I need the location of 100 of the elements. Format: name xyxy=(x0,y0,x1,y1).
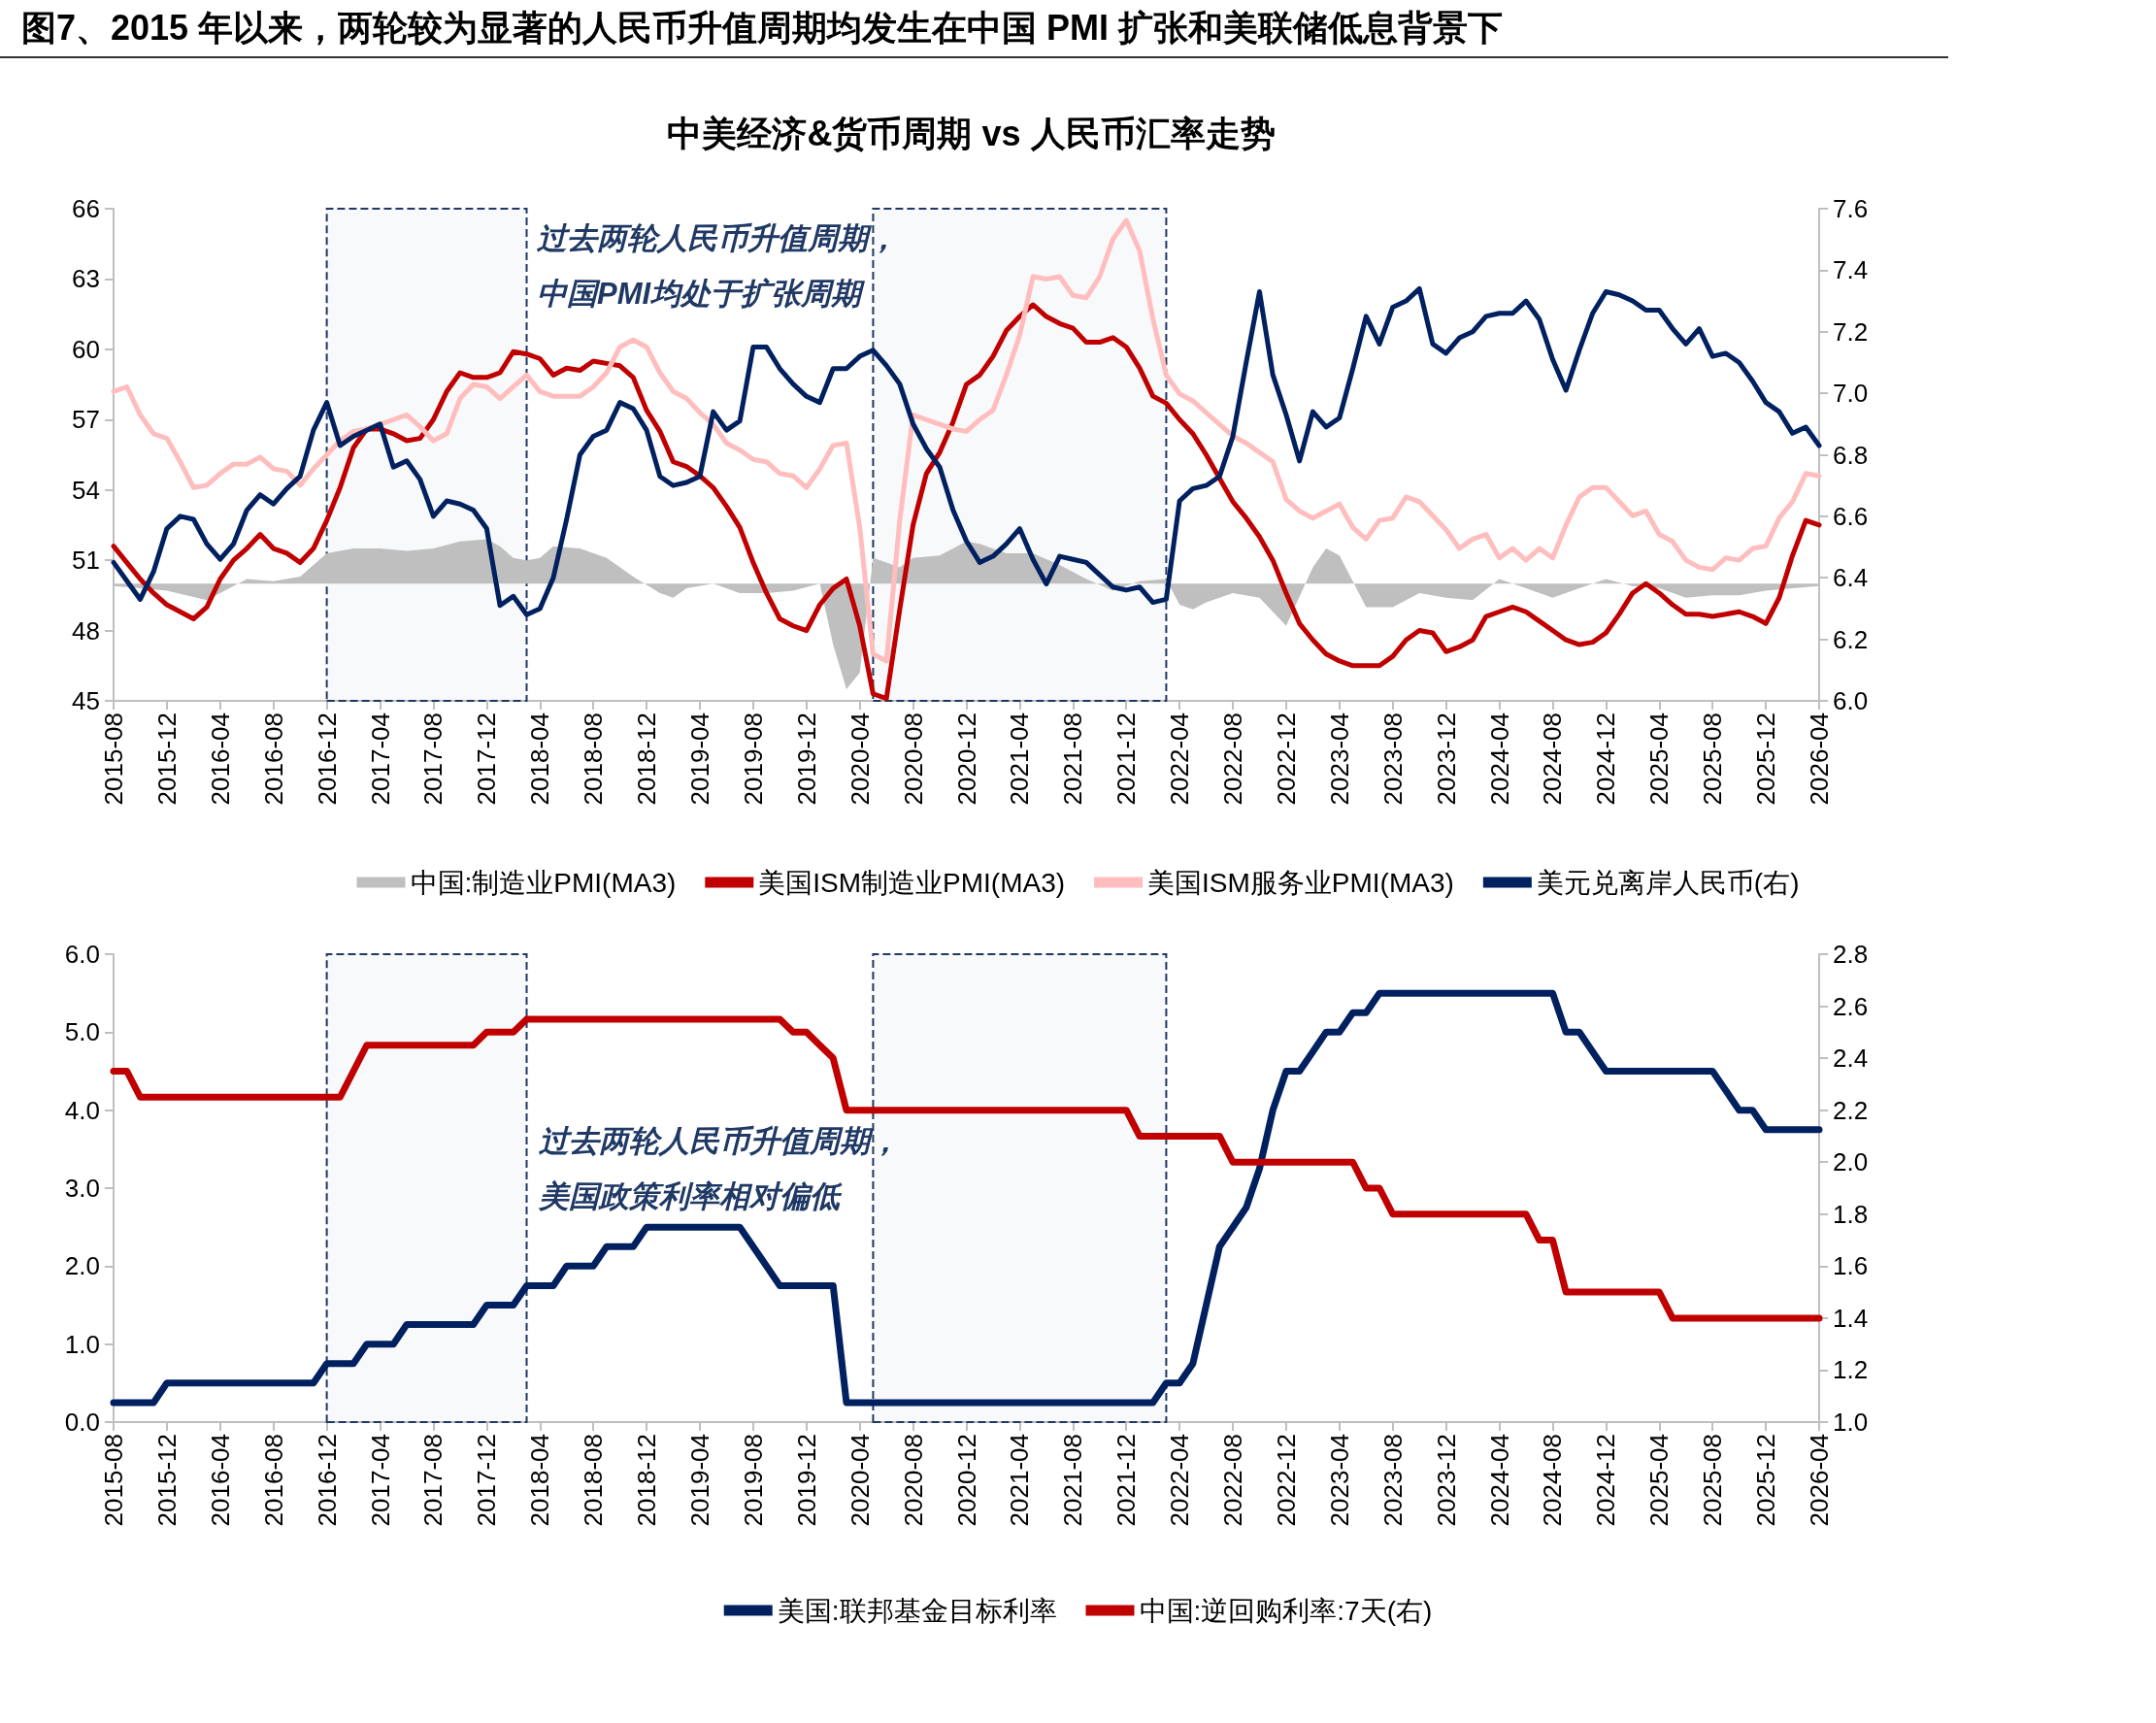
x-tick-label: 2018-04 xyxy=(525,1434,555,1527)
x-tick-label: 2025-08 xyxy=(1698,712,1728,806)
legend-label: 美国:联邦基金目标利率 xyxy=(777,1595,1057,1626)
x-tick-label: 2021-04 xyxy=(1005,1434,1035,1527)
x-tick-label: 2026-04 xyxy=(1805,712,1834,806)
x-tick-label: 2015-08 xyxy=(99,1434,128,1527)
y-tick-label: 3.0 xyxy=(64,1174,100,1203)
x-tick-label: 2020-08 xyxy=(898,1434,928,1527)
y2-tick-label: 7.6 xyxy=(1833,194,1869,223)
x-tick-label: 2024-08 xyxy=(1538,1434,1568,1527)
legend-label: 美国ISM制造业PMI(MA3) xyxy=(758,867,1066,898)
x-tick-label: 2017-04 xyxy=(365,712,395,806)
y2-tick-label: 6.4 xyxy=(1833,563,1869,593)
x-tick-label: 2019-04 xyxy=(684,1434,714,1527)
y2-tick-label: 2.8 xyxy=(1833,940,1869,969)
x-tick-label: 2023-08 xyxy=(1377,1434,1408,1527)
y2-tick-label: 6.6 xyxy=(1833,501,1869,531)
x-tick-label: 2017-08 xyxy=(418,1434,448,1527)
x-tick-label: 2018-08 xyxy=(579,712,609,806)
x-tick-label: 2021-04 xyxy=(1005,712,1035,806)
legend-label: 中国:逆回购利率:7天(右) xyxy=(1139,1595,1433,1626)
x-tick-label: 2016-04 xyxy=(205,712,235,806)
x-tick-label: 2015-12 xyxy=(151,712,182,806)
x-tick-label: 2019-12 xyxy=(791,712,821,806)
y-tick-label: 66 xyxy=(72,194,100,223)
y2-tick-label: 1.2 xyxy=(1833,1355,1869,1385)
x-tick-label: 2015-08 xyxy=(99,712,128,806)
x-tick-label: 2018-04 xyxy=(525,712,555,806)
annotation: 中国PMI均处于扩张周期 xyxy=(537,277,867,311)
annotation: 过去两轮人民币升值周期， xyxy=(536,221,898,255)
y2-tick-label: 2.0 xyxy=(1833,1147,1869,1177)
x-tick-label: 2020-04 xyxy=(845,712,875,806)
x-tick-label: 2018-12 xyxy=(632,712,662,806)
x-tick-label: 2022-08 xyxy=(1218,1434,1248,1527)
annotation: 美国政策利率相对偏低 xyxy=(538,1179,843,1213)
x-tick-label: 2016-08 xyxy=(258,1434,288,1527)
y2-tick-label: 2.4 xyxy=(1833,1044,1869,1074)
legend-label: 美国ISM服务业PMI(MA3) xyxy=(1147,867,1454,898)
x-tick-label: 2023-12 xyxy=(1431,712,1461,806)
y2-tick-label: 7.0 xyxy=(1833,379,1869,409)
y-tick-label: 0.0 xyxy=(64,1408,100,1437)
y-tick-label: 2.0 xyxy=(64,1251,100,1281)
x-tick-label: 2019-12 xyxy=(791,1434,821,1527)
x-tick-label: 2018-08 xyxy=(579,1434,609,1527)
x-tick-label: 2023-12 xyxy=(1431,1434,1461,1527)
y-tick-label: 6.0 xyxy=(64,940,100,969)
x-tick-label: 2020-12 xyxy=(951,712,981,806)
x-tick-label: 2017-08 xyxy=(418,712,448,806)
legend-label: 美元兑离岸人民币(右) xyxy=(1536,867,1800,898)
x-tick-label: 2022-04 xyxy=(1165,712,1195,806)
y-tick-label: 60 xyxy=(72,334,100,364)
y-tick-label: 4.0 xyxy=(64,1095,100,1125)
x-tick-label: 2022-12 xyxy=(1271,712,1301,806)
x-tick-label: 2015-12 xyxy=(151,1434,182,1527)
y-tick-label: 54 xyxy=(72,475,100,505)
y-tick-label: 51 xyxy=(72,546,100,576)
y2-tick-label: 1.8 xyxy=(1833,1199,1869,1229)
x-tick-label: 2022-12 xyxy=(1271,1434,1301,1527)
y-tick-label: 48 xyxy=(72,615,100,646)
y2-tick-label: 1.0 xyxy=(1833,1408,1869,1437)
y2-tick-label: 1.4 xyxy=(1833,1303,1869,1333)
x-tick-label: 2019-08 xyxy=(738,712,768,806)
x-tick-label: 2026-04 xyxy=(1805,1434,1834,1527)
y-tick-label: 45 xyxy=(72,686,100,715)
chart-title: 图7、2015 年以来，两轮较为显著的人民币升值周期均发生在中国 PMI 扩张和美联储低息背景下 xyxy=(0,0,1948,58)
x-tick-label: 2023-04 xyxy=(1324,712,1354,806)
y2-tick-label: 6.8 xyxy=(1833,440,1869,470)
y-tick-label: 5.0 xyxy=(64,1017,100,1047)
x-tick-label: 2017-12 xyxy=(472,712,502,806)
x-tick-label: 2023-08 xyxy=(1377,712,1408,806)
x-tick-label: 2021-08 xyxy=(1058,712,1088,806)
y2-tick-label: 1.6 xyxy=(1833,1251,1869,1281)
x-tick-label: 2020-12 xyxy=(951,1434,981,1527)
x-tick-label: 2019-04 xyxy=(684,712,714,806)
x-tick-label: 2024-08 xyxy=(1538,712,1568,806)
x-tick-label: 2016-08 xyxy=(258,712,288,806)
x-tick-label: 2025-12 xyxy=(1751,1434,1781,1527)
x-tick-label: 2021-08 xyxy=(1058,1434,1088,1527)
y-tick-label: 57 xyxy=(72,405,100,435)
x-tick-label: 2020-08 xyxy=(898,712,928,806)
x-tick-label: 2016-12 xyxy=(312,712,342,806)
x-tick-label: 2023-04 xyxy=(1324,1434,1354,1527)
x-tick-label: 2020-04 xyxy=(845,1434,875,1527)
x-tick-label: 2024-12 xyxy=(1591,1434,1621,1527)
y2-tick-label: 2.2 xyxy=(1833,1095,1869,1125)
x-tick-label: 2018-12 xyxy=(632,1434,662,1527)
x-tick-label: 2019-08 xyxy=(738,1434,768,1527)
y2-tick-label: 2.6 xyxy=(1833,991,1869,1021)
x-tick-label: 2016-12 xyxy=(312,1434,342,1527)
chart-subtitle: 中美经济&货币周期 vs 人民币汇率走势 xyxy=(667,113,1276,153)
x-tick-label: 2024-04 xyxy=(1484,712,1514,806)
x-tick-label: 2021-12 xyxy=(1111,712,1142,806)
y2-tick-label: 7.2 xyxy=(1833,316,1869,347)
x-tick-label: 2022-04 xyxy=(1165,1434,1195,1527)
y2-tick-label: 6.2 xyxy=(1833,624,1869,654)
x-tick-label: 2025-04 xyxy=(1644,712,1675,806)
x-tick-label: 2024-12 xyxy=(1591,712,1621,806)
x-tick-label: 2025-08 xyxy=(1698,1434,1728,1527)
x-tick-label: 2021-12 xyxy=(1111,1434,1142,1527)
y-tick-label: 63 xyxy=(72,264,100,294)
